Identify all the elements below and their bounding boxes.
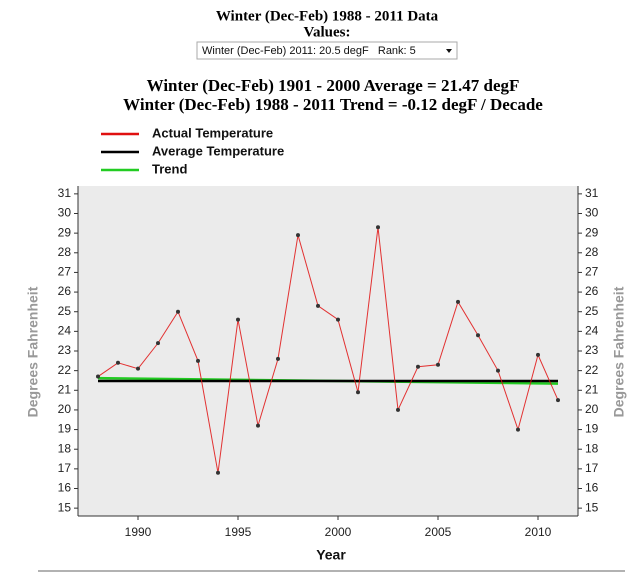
y2-tick-label: 16 (585, 481, 599, 495)
dropdown-value[interactable]: Winter (Dec-Feb) 2011: 20.5 degF Rank: 5 (202, 45, 416, 57)
dropdown[interactable]: Winter (Dec-Feb) 2011: 20.5 degF Rank: 5 (196, 41, 458, 60)
legend-label: Actual Temperature (152, 125, 273, 140)
series-line (97, 227, 559, 473)
data-point (496, 368, 500, 373)
chart-title: Winter (Dec-Feb) 1988 - 2011 Data (216, 8, 439, 24)
data-point (376, 225, 380, 230)
data-point (136, 366, 140, 371)
y-tick-label: 22 (58, 363, 72, 377)
subtitle: Winter (Dec-Feb) 1901 - 2000 Average = 2… (147, 76, 520, 95)
data-point (96, 374, 100, 379)
y-tick-label: 31 (58, 186, 72, 200)
data-point (516, 427, 520, 432)
y2-tick-label: 27 (585, 265, 599, 279)
data-point (416, 364, 420, 369)
selector-label: Values: (304, 24, 351, 40)
subtitle: Winter (Dec-Feb) 1988 - 2011 Trend = -0.… (123, 95, 543, 114)
y-tick-label: 25 (58, 304, 72, 318)
y-tick-label: 17 (58, 461, 72, 475)
data-point (396, 407, 400, 412)
data-point (276, 356, 280, 361)
data-point (156, 341, 160, 346)
y2-tick-label: 17 (585, 461, 599, 475)
x-tick-label: 2010 (525, 525, 552, 539)
data-point (556, 398, 560, 403)
y2-tick-label: 20 (585, 402, 599, 416)
y2-tick-label: 30 (585, 206, 599, 220)
y-tick-label: 23 (58, 343, 72, 357)
y-tick-label: 30 (58, 206, 72, 220)
data-point (236, 317, 240, 322)
y-tick-label: 15 (58, 500, 72, 514)
y2-tick-label: 19 (585, 422, 599, 436)
y-tick-label: 28 (58, 245, 72, 259)
data-point (196, 358, 200, 363)
y2-tick-label: 31 (585, 186, 599, 200)
data-point (536, 352, 540, 357)
y-tick-label: 18 (58, 441, 72, 455)
y2-tick-label: 28 (585, 245, 599, 259)
data-point (356, 390, 360, 395)
y2-axis-title: Degrees Fahrenheit (611, 286, 627, 417)
data-point (476, 333, 480, 338)
data-point (296, 233, 300, 238)
x-tick-label: 1995 (225, 525, 252, 539)
legend-label: Average Temperature (152, 143, 284, 158)
y2-tick-label: 21 (585, 382, 599, 396)
y2-tick-label: 25 (585, 304, 599, 318)
y-tick-label: 26 (58, 284, 72, 298)
data-point (176, 309, 180, 314)
data-point (456, 299, 460, 304)
y-axis-title: Degrees Fahrenheit (25, 286, 41, 417)
y2-tick-label: 29 (585, 225, 599, 239)
data-point (116, 360, 120, 365)
x-axis-title: Year (316, 547, 346, 563)
x-tick-label: 2000 (325, 525, 352, 539)
data-point (336, 317, 340, 322)
y-tick-label: 20 (58, 402, 72, 416)
y2-tick-label: 15 (585, 500, 599, 514)
y2-tick-label: 23 (585, 343, 599, 357)
legend-label: Trend (152, 161, 187, 176)
y-tick-label: 16 (58, 481, 72, 495)
dropdown-box[interactable] (196, 41, 458, 60)
data-point (216, 470, 220, 475)
y2-tick-label: 26 (585, 284, 599, 298)
data-point (436, 362, 440, 367)
x-tick-label: 2005 (425, 525, 452, 539)
x-tick-label: 1990 (125, 525, 152, 539)
y2-tick-label: 24 (585, 324, 599, 338)
dropdown-arrow[interactable] (446, 49, 452, 53)
y-tick-label: 24 (58, 324, 72, 338)
data-point (256, 423, 260, 428)
data-point (316, 303, 320, 308)
y-tick-label: 27 (58, 265, 72, 279)
y2-tick-label: 18 (585, 441, 599, 455)
plot-area (78, 186, 578, 516)
y2-tick-label: 22 (585, 363, 599, 377)
y-tick-label: 21 (58, 382, 72, 396)
y-tick-label: 29 (58, 225, 72, 239)
y-tick-label: 19 (58, 422, 72, 436)
